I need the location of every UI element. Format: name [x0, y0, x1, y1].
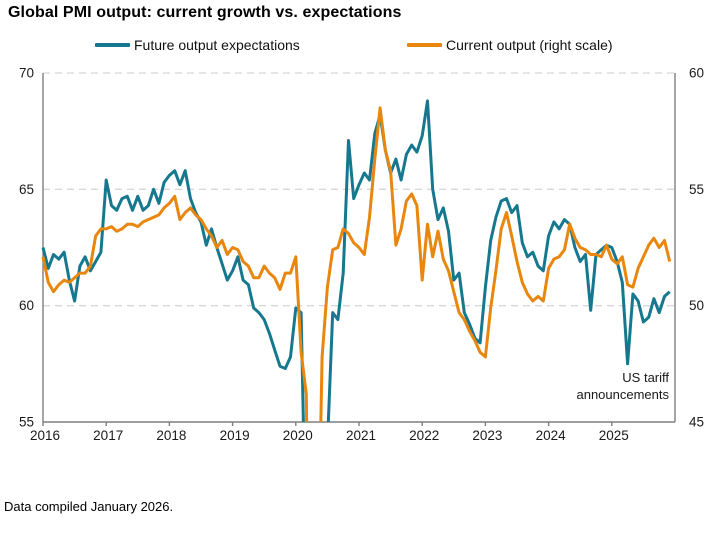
legend-label-current: Current output (right scale) — [446, 37, 613, 53]
x-axis-labels: 2016 2017 2018 2019 2020 2021 2022 2023 2024 2025 — [30, 422, 629, 443]
annotation-line2: announcements — [576, 387, 669, 402]
legend-item-future: Future output expectations — [95, 37, 300, 53]
right-axis-labels: 45 50 55 60 — [689, 66, 704, 430]
svg-text:55: 55 — [19, 415, 34, 430]
svg-text:2021: 2021 — [346, 428, 376, 443]
svg-text:70: 70 — [19, 66, 34, 81]
annotation-line1: US tariff — [622, 370, 669, 385]
chart-title: Global PMI output: current growth vs. ex… — [8, 4, 402, 21]
svg-text:50: 50 — [689, 298, 704, 313]
svg-text:2016: 2016 — [30, 428, 60, 443]
svg-text:2023: 2023 — [472, 428, 502, 443]
legend-item-current: Current output (right scale) — [407, 37, 613, 53]
gridlines — [43, 72, 675, 307]
svg-text:60: 60 — [689, 66, 704, 81]
svg-text:2017: 2017 — [93, 428, 123, 443]
svg-text:55: 55 — [689, 182, 704, 197]
left-axis-labels: 55 60 65 70 — [19, 66, 34, 430]
current-line-swatch — [407, 43, 442, 47]
us-tariff-annotation: US tariff announcements — [576, 369, 669, 403]
chart-footer: Data compiled January 2026. PMI index va… — [4, 455, 555, 538]
future-line-swatch — [95, 43, 130, 47]
svg-text:2019: 2019 — [220, 428, 250, 443]
svg-text:2018: 2018 — [156, 428, 186, 443]
svg-text:65: 65 — [19, 182, 34, 197]
svg-text:2024: 2024 — [536, 428, 567, 443]
svg-text:45: 45 — [689, 415, 704, 430]
legend-label-future: Future output expectations — [134, 37, 300, 53]
svg-text:2022: 2022 — [409, 428, 439, 443]
svg-text:2020: 2020 — [283, 428, 313, 443]
svg-text:60: 60 — [19, 298, 34, 313]
footer-compiled: Data compiled January 2026. — [4, 498, 174, 514]
svg-text:2025: 2025 — [599, 428, 629, 443]
